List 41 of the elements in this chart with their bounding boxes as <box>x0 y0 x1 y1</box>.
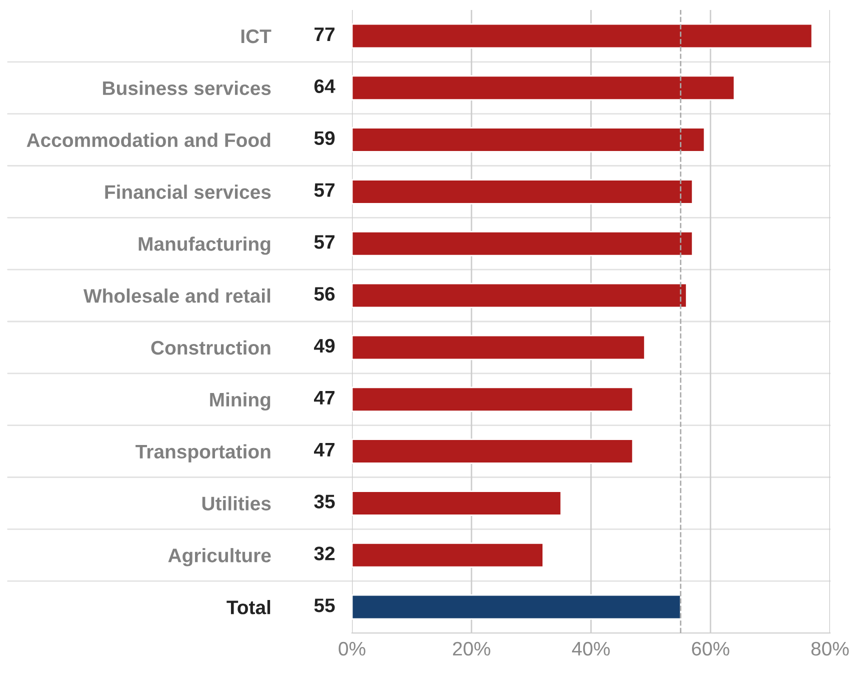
data-label: 35 <box>314 494 335 508</box>
bar <box>352 23 813 49</box>
bar <box>352 75 736 101</box>
data-label: 56 <box>314 286 335 301</box>
y-tick-label: ICT <box>241 29 272 44</box>
data-label: 57 <box>314 235 334 249</box>
bar <box>352 127 706 152</box>
data-label: 55 <box>314 598 335 612</box>
x-tick-label: 40% <box>572 642 610 656</box>
bar <box>352 386 634 412</box>
y-tick-label: Business services <box>103 80 271 96</box>
bar <box>352 438 634 464</box>
data-label: 64 <box>314 79 336 94</box>
data-label: 47 <box>314 442 334 456</box>
bar <box>352 490 562 516</box>
data-label: 77 <box>314 28 334 41</box>
bar <box>352 282 688 308</box>
data-label: 47 <box>314 391 334 404</box>
data-label: 57 <box>314 183 334 197</box>
data-label: 49 <box>314 338 335 353</box>
x-tick-label: 60% <box>692 642 730 656</box>
y-tick-label: Construction <box>151 340 270 355</box>
x-tick-label: 80% <box>811 642 849 656</box>
x-tick-label: 0% <box>338 642 366 656</box>
y-tick-label: Total <box>226 600 270 614</box>
y-tick-label: Accommodation and Food <box>26 132 270 148</box>
y-tick-label: Financial services <box>105 184 271 199</box>
y-tick-label: Utilities <box>202 496 271 510</box>
data-label: 59 <box>314 131 335 146</box>
y-tick-label: Wholesale and retail <box>83 288 270 303</box>
bar <box>352 542 544 568</box>
y-tick-label: Transportation <box>136 444 270 462</box>
bar <box>352 334 646 360</box>
data-label: 32 <box>314 546 335 560</box>
y-tick-label: Manufacturing <box>138 236 270 255</box>
y-tick-label: Agriculture <box>168 548 271 566</box>
y-tick-label: Mining <box>210 392 270 411</box>
bar <box>352 594 682 620</box>
x-tick-label: 20% <box>453 642 490 656</box>
bar <box>352 179 694 204</box>
bar <box>352 230 694 256</box>
